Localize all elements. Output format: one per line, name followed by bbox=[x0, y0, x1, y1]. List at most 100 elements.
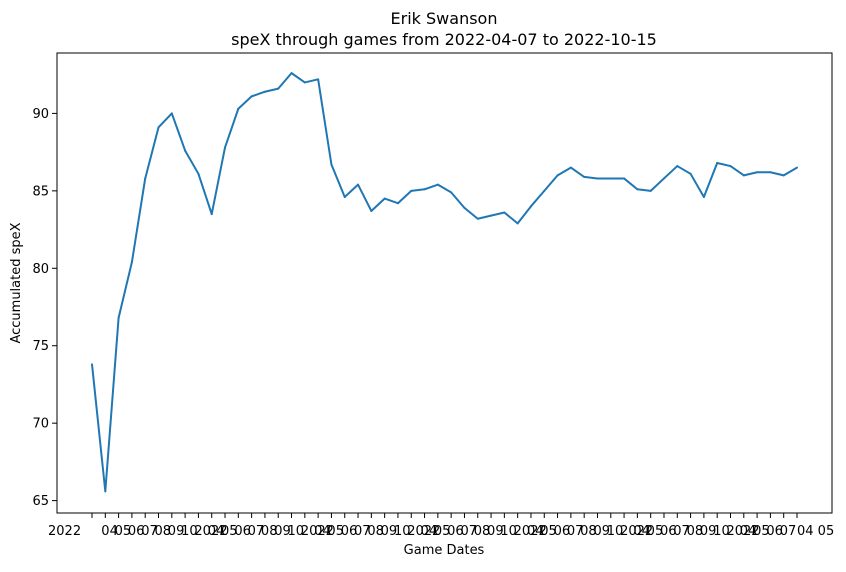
x-tick-label-overlap: 09 bbox=[381, 524, 398, 539]
data-point bbox=[91, 363, 93, 366]
data-point bbox=[343, 196, 346, 199]
x-axis-label: Game Dates bbox=[404, 543, 485, 558]
x-tick-label-overlap: 06 bbox=[660, 524, 677, 539]
y-tick-label: 90 bbox=[32, 107, 49, 122]
data-point bbox=[662, 177, 665, 180]
data-point bbox=[170, 112, 173, 115]
x-tick-label-first: 2022 bbox=[48, 524, 81, 539]
data-point bbox=[184, 149, 187, 152]
data-point bbox=[623, 177, 626, 180]
chart-subtitle: speX through games from 2022-04-07 to 20… bbox=[231, 30, 657, 49]
plot-frame bbox=[56, 52, 833, 514]
y-tick-label: 65 bbox=[32, 494, 49, 509]
data-point bbox=[769, 171, 772, 174]
data-point bbox=[742, 174, 745, 177]
data-point bbox=[543, 189, 546, 192]
y-axis-label: Accumulated speX bbox=[9, 222, 24, 343]
x-tick-label-overlap: 2022 bbox=[726, 524, 759, 539]
data-point bbox=[756, 171, 759, 174]
x-tick-label-overlap: 05 bbox=[753, 524, 770, 539]
x-tick-label-overlap: 08 bbox=[367, 524, 384, 539]
x-tick-label-overlap: 08 bbox=[580, 524, 597, 539]
data-point bbox=[569, 166, 572, 169]
data-point bbox=[224, 146, 227, 149]
data-point bbox=[117, 316, 120, 319]
x-tick-label-overlap: 05 bbox=[115, 524, 132, 539]
y-axis-ticks: 65 70 75 80 85 90 bbox=[32, 107, 57, 509]
x-tick-label-overlap: 04 bbox=[421, 524, 438, 539]
y-tick-label: 85 bbox=[32, 184, 49, 199]
x-tick-label-overlap: 04 bbox=[633, 524, 650, 539]
data-point bbox=[396, 202, 399, 205]
data-point bbox=[210, 213, 213, 216]
x-tick-label-overlap: 04 bbox=[740, 524, 757, 539]
x-tick-label-overlap: 08 bbox=[474, 524, 491, 539]
x-tick-label-overlap: 06 bbox=[447, 524, 464, 539]
data-point bbox=[490, 214, 493, 217]
x-tick-label-overlap: 06 bbox=[554, 524, 571, 539]
x-tick-label-overlap: 2022 bbox=[514, 524, 547, 539]
data-point bbox=[476, 217, 479, 220]
x-tick-label-overlap: 09 bbox=[168, 524, 185, 539]
x-tick-label-overlap: 06 bbox=[766, 524, 783, 539]
chart-title: Erik Swanson bbox=[391, 9, 498, 28]
data-point bbox=[330, 163, 333, 166]
data-point bbox=[583, 175, 586, 178]
data-point bbox=[596, 177, 599, 180]
data-point bbox=[463, 206, 466, 209]
data-point bbox=[250, 95, 253, 98]
x-tick-label-last: 04 05 bbox=[797, 524, 834, 539]
x-tick-label-overlap: 05 bbox=[434, 524, 451, 539]
data-point bbox=[277, 87, 280, 90]
data-point bbox=[237, 107, 240, 110]
data-point bbox=[317, 78, 320, 81]
x-tick-label-overlap: 05 bbox=[221, 524, 238, 539]
data-points bbox=[91, 72, 798, 493]
data-point bbox=[263, 90, 266, 93]
x-tick-label-overlap: 09 bbox=[274, 524, 291, 539]
x-tick-label-overlap: 2022 bbox=[620, 524, 653, 539]
x-tick-label-overlap: 10 bbox=[500, 524, 517, 539]
x-tick-label-overlap: 07 bbox=[673, 524, 690, 539]
data-point bbox=[609, 177, 612, 180]
data-point bbox=[130, 261, 133, 264]
data-point bbox=[529, 205, 532, 208]
data-point bbox=[357, 183, 360, 186]
data-point bbox=[423, 188, 426, 191]
x-tick-label-overlap: 04 bbox=[314, 524, 331, 539]
x-tick-label-overlap: 10 bbox=[288, 524, 305, 539]
x-tick-label-overlap: 10 bbox=[394, 524, 411, 539]
data-point bbox=[303, 81, 306, 84]
x-tick-label-overlap: 05 bbox=[540, 524, 557, 539]
x-tick-label-overlap: 08 bbox=[687, 524, 704, 539]
x-tick-label-overlap: 08 bbox=[261, 524, 278, 539]
x-tick-label-overlap: 10 bbox=[713, 524, 730, 539]
data-point bbox=[702, 196, 705, 199]
x-tick-label-overlap: 06 bbox=[234, 524, 251, 539]
x-tick-label-overlap: 2022 bbox=[407, 524, 440, 539]
y-tick-label: 80 bbox=[32, 262, 49, 277]
x-tick-label-overlap: 07 bbox=[460, 524, 477, 539]
x-tick-label-overlap: 08 bbox=[155, 524, 172, 539]
data-point bbox=[716, 161, 719, 164]
data-point bbox=[556, 174, 559, 177]
data-point bbox=[689, 172, 692, 175]
data-point bbox=[636, 188, 639, 191]
data-point bbox=[516, 222, 519, 225]
data-point bbox=[649, 189, 652, 192]
data-point bbox=[370, 209, 373, 212]
x-tick-label-overlap: 07 bbox=[354, 524, 371, 539]
x-tick-label-overlap: 04 bbox=[527, 524, 544, 539]
x-tick-label-overlap: 09 bbox=[487, 524, 504, 539]
data-point bbox=[290, 72, 293, 75]
data-point bbox=[450, 191, 453, 194]
x-tick-label-overlap: 07 bbox=[567, 524, 584, 539]
data-point bbox=[796, 166, 798, 169]
x-tick-label-overlap: 04 bbox=[101, 524, 118, 539]
x-tick-label-overlap: 2022 bbox=[301, 524, 334, 539]
data-point bbox=[676, 165, 679, 168]
data-point bbox=[157, 126, 160, 129]
data-point bbox=[104, 490, 107, 493]
